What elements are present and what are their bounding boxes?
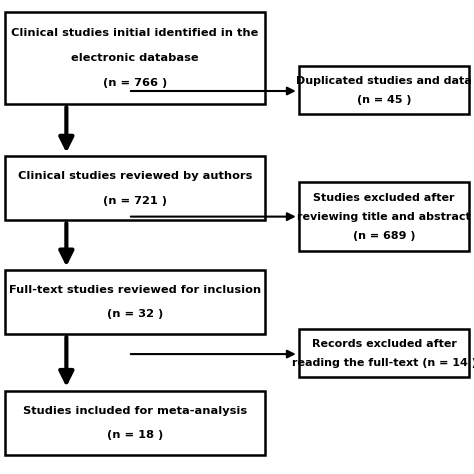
Text: (n = 766 ): (n = 766 ) [103,78,167,88]
Text: reviewing title and abstract: reviewing title and abstract [297,212,471,222]
Text: electronic database: electronic database [71,53,199,63]
Text: (n = 18 ): (n = 18 ) [107,430,163,440]
FancyBboxPatch shape [299,66,469,114]
Text: Clinical studies initial identified in the: Clinical studies initial identified in t… [11,28,259,38]
Text: (n = 721 ): (n = 721 ) [103,196,167,206]
Text: (n = 32 ): (n = 32 ) [107,310,163,319]
FancyBboxPatch shape [299,329,469,377]
FancyBboxPatch shape [5,12,265,104]
FancyBboxPatch shape [5,391,265,455]
FancyBboxPatch shape [5,270,265,334]
FancyBboxPatch shape [5,156,265,220]
Text: Records excluded after: Records excluded after [311,338,456,349]
Text: Studies excluded after: Studies excluded after [313,193,455,203]
Text: reading the full-text (n = 14 ): reading the full-text (n = 14 ) [292,357,474,368]
FancyBboxPatch shape [299,182,469,251]
Text: (n = 45 ): (n = 45 ) [357,94,411,105]
Text: Clinical studies reviewed by authors: Clinical studies reviewed by authors [18,171,252,181]
Text: Full-text studies reviewed for inclusion: Full-text studies reviewed for inclusion [9,285,261,295]
Text: Studies included for meta-analysis: Studies included for meta-analysis [23,406,247,416]
Text: (n = 689 ): (n = 689 ) [353,231,415,241]
Text: Duplicated studies and data: Duplicated studies and data [296,75,472,86]
